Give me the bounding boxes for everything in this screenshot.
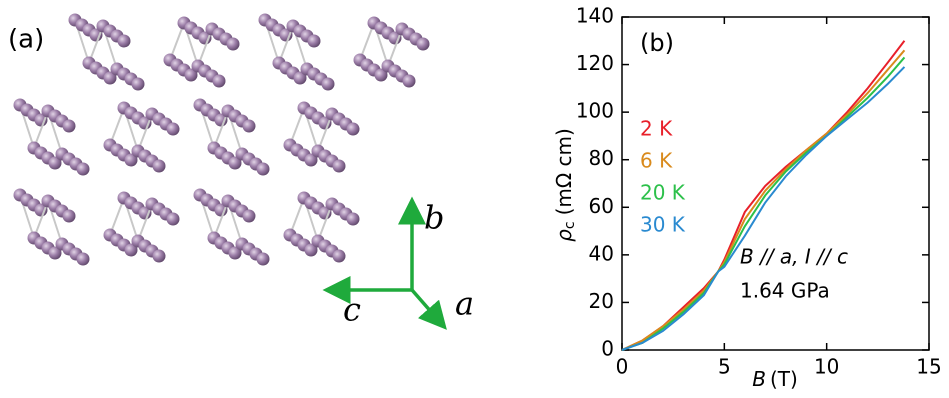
atom [403,75,416,88]
legend-entry: 2 K [640,117,673,141]
atom [167,123,180,136]
axis-label-b: b [424,199,444,237]
atom [213,75,226,88]
atom [417,38,430,51]
annotation: B // a, I // c [740,245,848,269]
panel-label: (a) [8,25,44,55]
atom [322,78,335,91]
annotation: 1.64 GPa [740,279,830,303]
atom [132,78,145,91]
panel-label: (b) [640,29,674,57]
figure: (a) b c a (b) B(T) ρc(mΩ cm) B // a, I /… [0,0,949,394]
x-tick-label: 10 [814,355,839,379]
atom [77,253,90,266]
atom [153,250,166,263]
y-tick-label: 100 [576,99,614,123]
atom [227,38,240,51]
legend-entry: 20 K [640,181,686,205]
y-tick-label: 20 [589,289,614,313]
y-tick-label: 80 [589,146,614,170]
y-symbol: ρ [552,229,576,242]
y-tick-label: 40 [589,241,614,265]
x-symbol: B [752,367,766,391]
x-tick-label: 5 [718,355,731,379]
arrow-a [412,290,440,322]
y-tick-label: 120 [576,51,614,75]
legend-entry: 30 K [640,213,686,237]
atom [257,253,270,266]
x-unit: (T) [770,367,798,391]
atom [118,35,131,48]
crystal-structure [14,14,430,266]
atom [153,160,166,173]
y-tick-label: 0 [601,337,614,361]
x-tick-label: 0 [616,355,629,379]
x-tick-label: 15 [916,355,941,379]
atom [243,210,256,223]
x-axis-label: B(T) [752,367,798,391]
atom [347,123,360,136]
atom [333,160,346,173]
axis-label-a: a [455,285,474,323]
y-axis-label: ρc (mΩ cm) [552,128,579,242]
atom [167,213,180,226]
atom [347,213,360,226]
page: (a) b c a (b) B(T) ρc(mΩ cm) B // a, I /… [0,0,949,398]
series-line [622,67,904,350]
atom [333,250,346,263]
y-unit: (mΩ cm) [552,128,576,215]
atom [63,210,76,223]
axis-label-c: c [343,291,361,329]
atom [308,35,321,48]
y-subscript: c [562,221,578,229]
atom [63,120,76,133]
atom [257,163,270,176]
y-tick-label: 60 [589,194,614,218]
atom [243,120,256,133]
legend-entry: 6 K [640,149,673,173]
atom [77,163,90,176]
y-tick-label: 140 [576,4,614,28]
